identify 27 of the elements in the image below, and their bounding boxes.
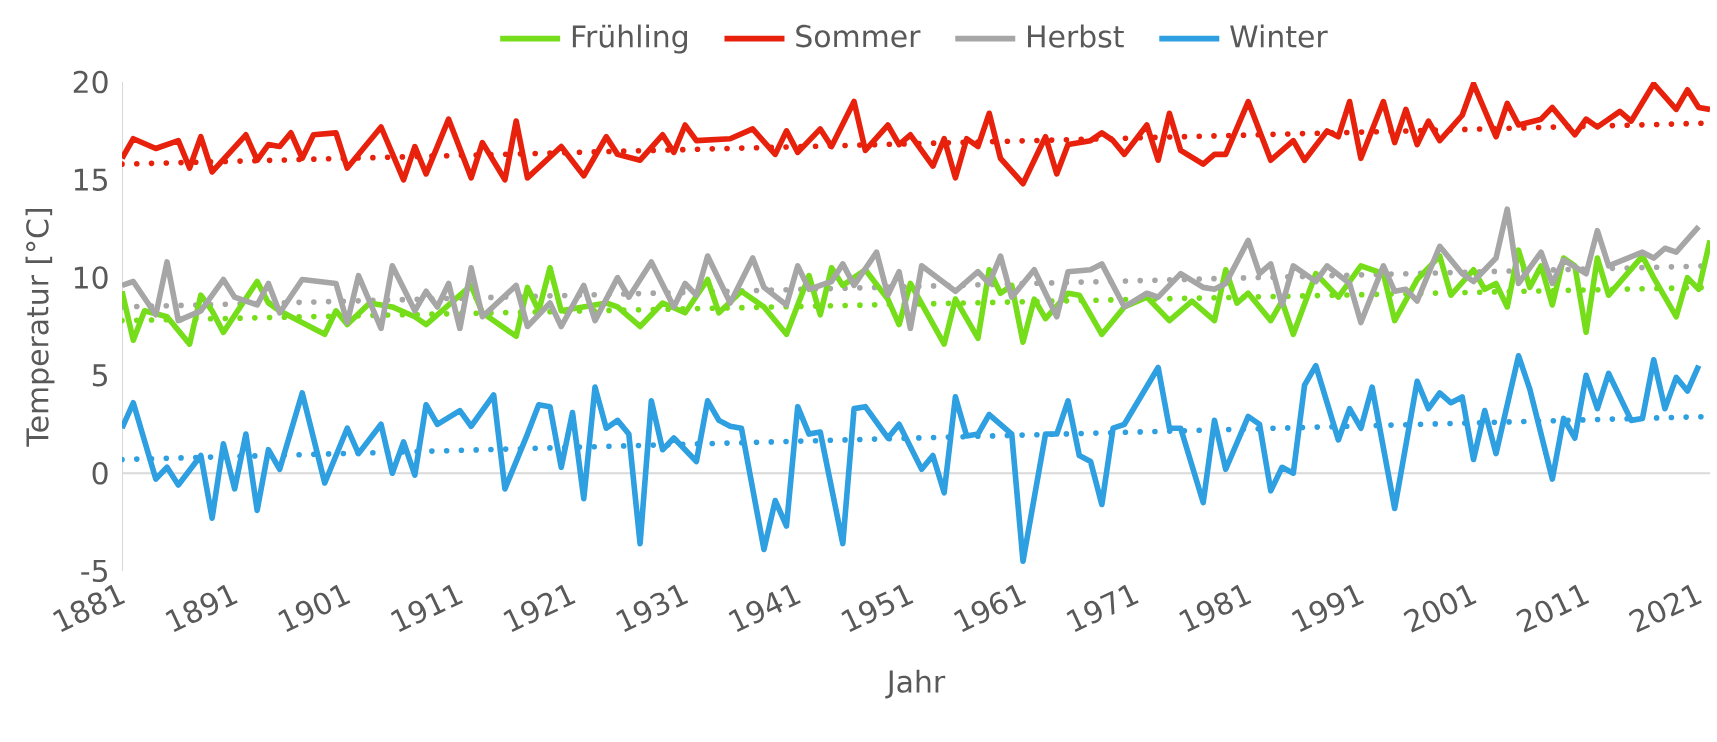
x-tick-label: 1941 xyxy=(728,584,801,632)
x-tick-label: 1971 xyxy=(1066,584,1139,632)
x-tick-label: 1901 xyxy=(278,584,351,632)
x-tick-label: 1951 xyxy=(841,584,914,632)
x-tick-label: 2011 xyxy=(1516,584,1590,633)
x-tick-label: 1881 xyxy=(52,584,126,632)
x-tick-label: 1921 xyxy=(503,584,576,632)
y-tick-label: 20 xyxy=(73,70,108,94)
y-tick-label: 0 xyxy=(92,461,108,485)
x-axis-title: Jahr xyxy=(885,669,946,699)
x-tick-label: 1911 xyxy=(390,584,463,632)
y-tick-label: 15 xyxy=(74,168,107,191)
x-tick-label: 2001 xyxy=(1403,584,1477,633)
x-tick-label: 1981 xyxy=(1179,584,1252,632)
x-tick-label: 1991 xyxy=(1291,584,1364,632)
x-tick-label: 1891 xyxy=(165,584,238,632)
y-tick-label: -5 xyxy=(81,559,107,583)
legend-label: Herbst xyxy=(1028,24,1124,48)
legend-label: Sommer xyxy=(796,24,921,48)
legend-label: Frühling xyxy=(572,24,687,54)
legend-label: Winter xyxy=(1230,24,1328,48)
x-tick-label: 2021 xyxy=(1628,584,1702,633)
y-axis-title: Temperatur [°C] xyxy=(25,209,55,447)
x-tick-label: 1931 xyxy=(616,584,689,632)
y-tick-label: 5 xyxy=(92,364,107,387)
y-tick-label: 10 xyxy=(74,266,108,289)
x-tick-label: 1961 xyxy=(953,584,1027,632)
